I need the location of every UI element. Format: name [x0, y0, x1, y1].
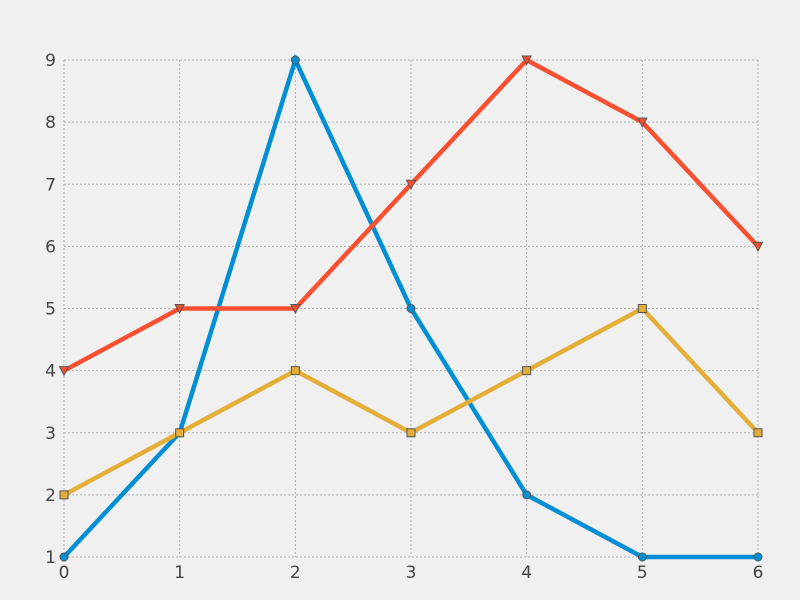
y-tick-label-8: 9 — [45, 51, 56, 71]
series-1-point-0 — [58, 366, 70, 377]
y-tick-label-7: 8 — [45, 113, 56, 133]
x-tick-label-0: 0 — [59, 563, 70, 583]
series-2-point-0 — [59, 490, 69, 500]
y-tick-label-2: 3 — [45, 424, 56, 444]
series-2-point-6 — [753, 428, 763, 438]
y-tick-label-3: 4 — [45, 362, 56, 382]
series-1-point-2 — [290, 304, 301, 315]
series-1 — [58, 55, 764, 377]
series-1-point-3 — [405, 179, 417, 190]
y-axis: 1 2 3 4 5 6 7 8 9 — [45, 51, 56, 568]
series-2-point-3 — [406, 428, 416, 438]
x-axis: 0 1 2 3 4 5 6 — [59, 563, 764, 583]
series-0-point-3 — [406, 304, 416, 313]
x-tick-label-5: 5 — [637, 563, 648, 583]
series-1-point-6 — [752, 241, 764, 252]
x-tick-label-2: 2 — [290, 563, 301, 583]
y-tick-label-4: 5 — [45, 300, 56, 320]
x-tick-label-6: 6 — [753, 563, 764, 583]
y-tick-label-6: 7 — [45, 175, 56, 195]
y-tick-label-5: 6 — [45, 237, 56, 257]
y-tick-label-1: 2 — [45, 486, 56, 506]
x-tick-label-1: 1 — [174, 563, 185, 583]
series-2-point-2 — [290, 366, 300, 376]
series-2 — [59, 304, 763, 500]
series-0-point-2 — [290, 55, 300, 65]
series-0-point-0 — [59, 552, 69, 562]
series-1-point-5 — [637, 117, 648, 128]
series-1-point-4 — [521, 55, 532, 66]
series-0-point-6 — [753, 552, 763, 562]
series-layer — [58, 53, 764, 562]
y-tick-label-0: 1 — [45, 548, 56, 568]
series-2-point-4 — [522, 366, 532, 376]
series-2-point-1 — [175, 428, 185, 438]
x-tick-label-3: 3 — [406, 563, 417, 583]
series-0-point-4 — [522, 490, 532, 500]
series-1-point-1 — [174, 304, 185, 315]
x-tick-label-4: 4 — [521, 563, 532, 583]
series-2-point-5 — [637, 304, 647, 313]
series-0-point-5 — [637, 552, 647, 562]
